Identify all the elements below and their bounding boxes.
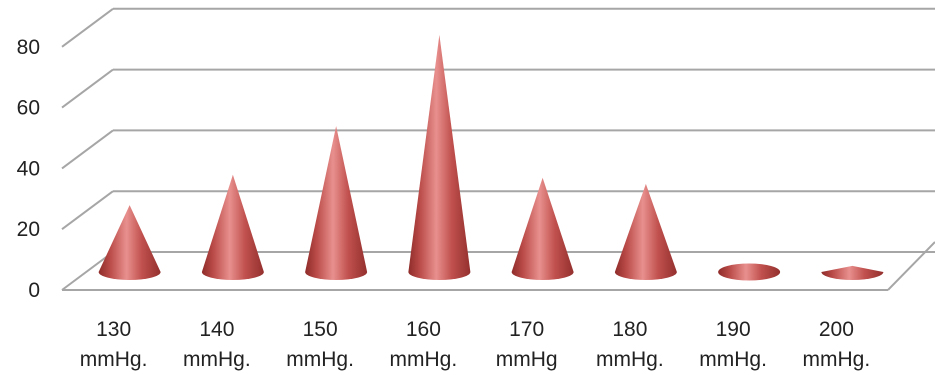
x-tick-label: 130 mmHg.: [80, 318, 148, 371]
gridline: [61, 251, 935, 291]
cone-160mmhg: [408, 34, 471, 280]
gridline: [61, 190, 935, 231]
x-tick-label: 140 mmHg.: [183, 318, 251, 371]
cone-body: [614, 183, 677, 280]
gridline: [61, 7, 935, 48]
cone-body: [821, 265, 884, 280]
cone-150mmhg: [305, 126, 368, 280]
x-tick-label: 150 mmHg.: [286, 318, 354, 371]
gridline: [61, 129, 935, 170]
cone-140mmhg: [201, 174, 264, 280]
cone-130mmhg: [98, 205, 161, 280]
cone-body: [98, 205, 161, 280]
x-tick-label: 160 mmHg.: [390, 318, 458, 371]
x-tick-label: 170 mmHg: [496, 318, 558, 371]
cone-body: [408, 34, 471, 280]
y-tick-label: 20: [17, 218, 40, 241]
cone-body: [201, 174, 264, 280]
gridline: [61, 68, 935, 109]
floor-edge: [62, 241, 935, 291]
x-axis-ticks: 130 mmHg. 140 mmHg. 150 mmHg. 160 mmHg. 170 mmHg 1…: [80, 318, 870, 371]
y-tick-label: 80: [17, 36, 40, 59]
x-tick-label: 180 mmHg.: [596, 318, 664, 371]
x-tick-label: 190 mmHg.: [699, 318, 767, 371]
cone-200mmhg: [821, 265, 884, 280]
cone-body: [511, 177, 574, 280]
y-tick-label: 60: [17, 97, 40, 120]
cone-body: [718, 263, 781, 281]
x-tick-label: 200 mmHg.: [803, 318, 871, 371]
y-axis-ticks: 0 20 40 60 80: [17, 36, 40, 302]
cone-170mmhg: [511, 177, 574, 280]
cone-body: [305, 126, 368, 280]
y-tick-label: 0: [28, 279, 40, 302]
cone-180mmhg: [614, 183, 677, 280]
cone-190mmhg: [718, 263, 781, 281]
cones: [98, 34, 884, 281]
gridlines: [61, 7, 935, 291]
y-tick-label: 40: [17, 157, 40, 180]
